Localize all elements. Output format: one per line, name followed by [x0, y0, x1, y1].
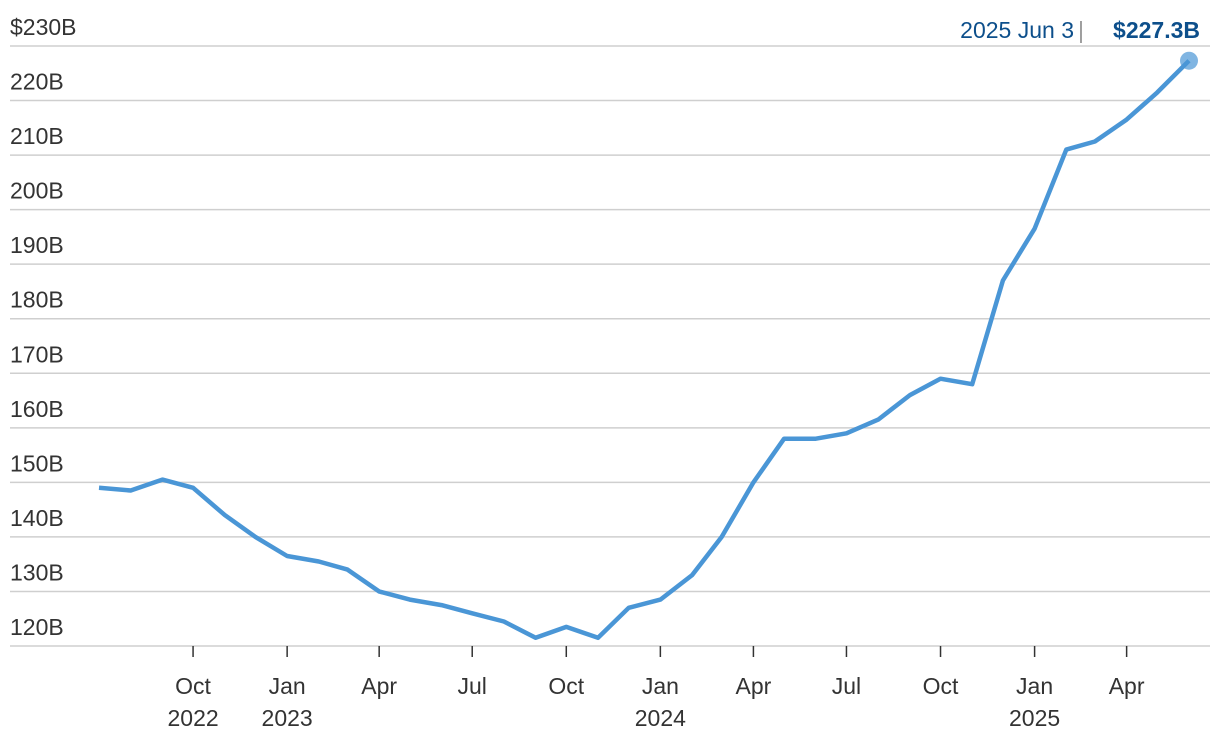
annotation-separator: | [1078, 17, 1084, 43]
y-tick-label: 140B [10, 505, 64, 531]
y-tick-label: 200B [10, 178, 64, 204]
y-tick-label: 150B [10, 450, 64, 476]
x-tick-label: Oct [175, 673, 211, 699]
y-tick-label: 160B [10, 396, 64, 422]
end-point [1180, 51, 1198, 70]
x-tick-year: 2025 [1009, 705, 1060, 731]
x-tick-label: Apr [361, 673, 397, 699]
line [98, 59, 1191, 641]
y-tick-label: 210B [10, 123, 64, 149]
y-tick-label: 180B [10, 287, 64, 313]
x-tick-label: Oct [548, 673, 584, 699]
x-tick-label: Jul [458, 673, 487, 699]
x-tick-label: Jan [1016, 673, 1053, 699]
annotation-date: 2025 Jun 3 [960, 17, 1074, 43]
y-tick-label: 130B [10, 559, 64, 585]
x-tick-year: 2024 [635, 705, 686, 731]
annotation-value: $227.3B [1113, 17, 1200, 43]
x-tick-label: Jul [832, 673, 861, 699]
x-tick-label: Jan [269, 673, 306, 699]
x-tick-label: Apr [736, 673, 772, 699]
y-tick-label: 220B [10, 69, 64, 95]
x-tick-year: 2022 [167, 705, 218, 731]
y-tick-label: 190B [10, 232, 64, 258]
x-tick-label: Jan [642, 673, 679, 699]
x-tick-label: Apr [1109, 673, 1145, 699]
y-tick-label: $230B [10, 14, 77, 40]
x-tick-year: 2023 [262, 705, 313, 731]
x-tick-label: Oct [923, 673, 959, 699]
y-tick-label: 120B [10, 614, 64, 640]
y-tick-label: 170B [10, 341, 64, 367]
